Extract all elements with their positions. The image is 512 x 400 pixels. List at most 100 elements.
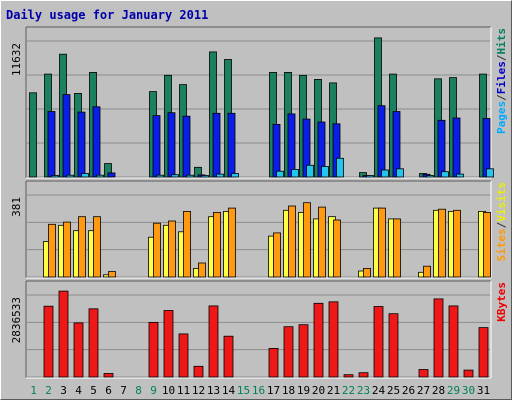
bar-kbytes-day-18 — [283, 326, 294, 378]
bar-kbytes-day-31 — [478, 327, 489, 378]
bar-kbytes-day-13 — [208, 305, 219, 378]
bar-kbytes-day-12 — [193, 365, 204, 378]
bar-pages-day-25 — [396, 168, 404, 178]
bar-files-day-2 — [47, 111, 56, 178]
x-tick-label-day-31: 31 — [477, 384, 490, 397]
x-tick-label-day-20: 20 — [312, 384, 325, 397]
bar-kbytes-day-9 — [148, 321, 159, 378]
bar-pages-day-9 — [156, 174, 164, 178]
bar-sites-day-2 — [48, 223, 56, 278]
x-tick-label-day-15: 15 — [237, 384, 250, 397]
x-tick-label-day-28: 28 — [432, 384, 445, 397]
bar-kbytes-day-2 — [43, 305, 54, 378]
bar-sites-day-17 — [273, 232, 281, 278]
x-tick-label-day-13: 13 — [207, 384, 220, 397]
bars-kbytes — [43, 290, 489, 378]
bar-kbytes-day-17 — [268, 347, 279, 378]
bar-pages-day-31 — [486, 168, 494, 178]
bar-sites-day-10 — [168, 220, 176, 278]
bar-pages-day-10 — [171, 174, 179, 178]
x-tick-label-day-1: 1 — [30, 384, 37, 397]
bar-pages-day-3 — [66, 174, 74, 178]
legend-entry-sites: Sites — [495, 228, 508, 261]
x-tick-label-day-29: 29 — [447, 384, 460, 397]
bar-kbytes-day-28 — [433, 298, 444, 378]
panel-visits: 381 Sites/Visits — [10, 180, 508, 279]
bar-pages-day-23 — [366, 175, 374, 178]
x-tick-label-day-3: 3 — [60, 384, 67, 397]
bar-pages-day-5 — [96, 174, 104, 178]
x-tick-label-day-10: 10 — [162, 384, 175, 397]
bar-pages-day-24 — [381, 169, 389, 178]
bar-files-day-17 — [272, 124, 281, 178]
bar-pages-day-17 — [276, 170, 284, 178]
x-tick-label-day-6: 6 — [105, 384, 112, 397]
x-tick-label-day-18: 18 — [282, 384, 295, 397]
bar-kbytes-day-29 — [448, 305, 459, 378]
bar-sites-day-20 — [318, 206, 326, 278]
bar-kbytes-day-11 — [178, 333, 189, 378]
x-tick-label-day-11: 11 — [177, 384, 190, 397]
bar-kbytes-day-19 — [298, 324, 309, 378]
bar-kbytes-day-27 — [418, 369, 429, 378]
bar-sites-day-3 — [63, 221, 71, 278]
bar-kbytes-day-25 — [388, 313, 399, 378]
legend-entry-kbytes: KBytes — [495, 282, 508, 322]
bar-kbytes-day-21 — [328, 301, 339, 378]
bar-files-day-29 — [452, 117, 461, 178]
panel-background — [26, 27, 491, 178]
chart-title: Daily usage for January 2011 — [6, 8, 208, 22]
bar-pages-day-19 — [306, 164, 314, 178]
bar-files-day-11 — [182, 115, 191, 178]
bar-kbytes-day-30 — [463, 369, 474, 378]
x-tick-label-day-19: 19 — [297, 384, 310, 397]
bar-files-day-4 — [77, 111, 86, 178]
legend-separator: / — [495, 54, 508, 61]
bar-kbytes-day-23 — [358, 372, 369, 378]
bar-sites-day-11 — [183, 210, 191, 278]
bar-kbytes-day-5 — [88, 308, 99, 378]
x-tick-label-day-26: 26 — [402, 384, 415, 397]
bar-files-day-9 — [152, 115, 161, 178]
x-tick-label-day-30: 30 — [462, 384, 475, 397]
y-max-label: 381 — [10, 197, 23, 217]
bar-sites-day-31 — [483, 211, 491, 278]
bar-files-day-13 — [212, 112, 221, 178]
bar-kbytes-day-22 — [343, 374, 354, 378]
bar-pages-day-20 — [321, 166, 329, 178]
y-max-label: 11632 — [10, 43, 23, 76]
bar-sites-day-25 — [393, 218, 401, 278]
bar-pages-day-11 — [186, 174, 194, 178]
bar-kbytes-day-10 — [163, 310, 174, 378]
bar-sites-day-4 — [78, 216, 86, 278]
bar-files-day-18 — [287, 113, 296, 178]
bars-hits — [29, 37, 494, 178]
bar-sites-day-14 — [228, 207, 236, 278]
legend-hits: Pages/Files/Hits — [495, 28, 508, 134]
bar-kbytes-day-20 — [313, 302, 324, 378]
bar-kbytes-day-24 — [373, 306, 384, 378]
x-tick-label-day-17: 17 — [267, 384, 280, 397]
bars-visits — [43, 202, 491, 278]
bar-pages-day-12 — [201, 175, 209, 178]
bar-pages-day-2 — [51, 175, 59, 178]
bar-sites-day-24 — [378, 207, 386, 278]
legend-kbytes: KBytes — [495, 282, 508, 322]
x-tick-label-day-23: 23 — [357, 384, 370, 397]
bar-sites-day-5 — [93, 216, 101, 278]
legend-separator: / — [495, 221, 508, 228]
x-tick-label-day-22: 22 — [342, 384, 355, 397]
bar-files-day-3 — [62, 94, 71, 178]
bar-kbytes-day-6 — [103, 373, 114, 378]
bar-files-day-28 — [437, 119, 446, 178]
legend-separator: / — [495, 94, 508, 101]
legend-entry-visits: Visits — [495, 182, 508, 222]
bar-pages-day-18 — [291, 168, 299, 178]
bar-sites-day-19 — [303, 202, 311, 278]
bar-pages-day-29 — [456, 173, 464, 178]
panel-kbytes: 2836533 KBytes — [10, 280, 508, 379]
bar-files-day-5 — [92, 106, 101, 178]
bar-pages-day-14 — [231, 173, 239, 178]
panel-background — [26, 181, 491, 278]
